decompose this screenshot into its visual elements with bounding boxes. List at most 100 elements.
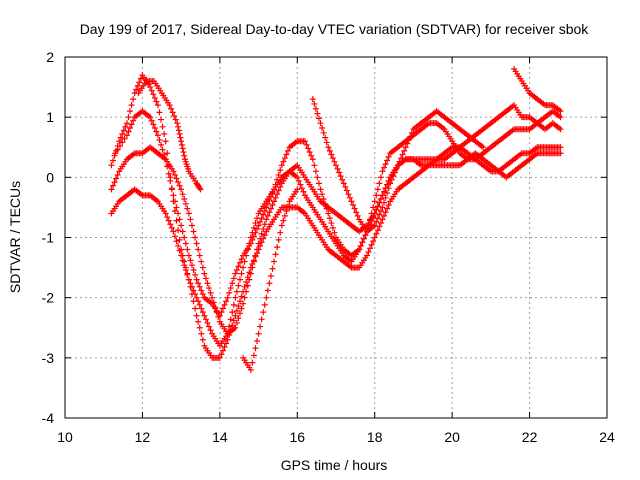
data-point bbox=[382, 161, 389, 168]
data-point bbox=[173, 204, 180, 211]
data-point bbox=[381, 188, 388, 195]
data-point bbox=[373, 192, 380, 199]
data-point bbox=[120, 127, 127, 134]
data-point bbox=[223, 298, 230, 305]
data-point bbox=[236, 298, 243, 305]
data-point bbox=[235, 263, 242, 270]
data-point bbox=[154, 102, 161, 109]
data-point bbox=[168, 105, 175, 112]
data-point bbox=[254, 250, 261, 257]
data-point bbox=[238, 305, 245, 312]
data-point bbox=[165, 217, 172, 224]
data-point bbox=[125, 114, 132, 121]
data-point bbox=[264, 287, 271, 294]
data-point bbox=[167, 221, 174, 228]
data-point bbox=[376, 211, 383, 218]
data-point bbox=[374, 203, 381, 210]
data-point bbox=[209, 294, 216, 301]
data-point bbox=[177, 134, 184, 141]
y-tick-label: 0 bbox=[46, 169, 54, 185]
data-point bbox=[182, 266, 189, 273]
data-point bbox=[269, 189, 276, 196]
data-point bbox=[284, 203, 291, 210]
data-point bbox=[174, 120, 181, 127]
data-point bbox=[206, 323, 213, 330]
data-point bbox=[122, 123, 129, 130]
data-point bbox=[368, 241, 375, 248]
data-point bbox=[175, 179, 182, 186]
data-point bbox=[331, 158, 338, 165]
data-point bbox=[195, 280, 202, 287]
y-tick-label: -4 bbox=[42, 410, 55, 426]
data-point bbox=[314, 174, 321, 181]
data-point bbox=[250, 257, 257, 264]
data-point bbox=[308, 152, 315, 159]
y-tick-label: -2 bbox=[42, 290, 55, 306]
data-point bbox=[370, 238, 377, 245]
data-point bbox=[377, 195, 384, 202]
data-point bbox=[244, 282, 251, 289]
data-point bbox=[196, 252, 203, 259]
data-point bbox=[147, 114, 154, 121]
data-point bbox=[233, 319, 240, 326]
data-point bbox=[169, 109, 176, 116]
data-point bbox=[167, 177, 174, 184]
data-point bbox=[381, 199, 388, 206]
data-point bbox=[184, 205, 191, 212]
data-point bbox=[224, 336, 231, 343]
data-point bbox=[197, 186, 204, 193]
data-point bbox=[263, 294, 270, 301]
data-point bbox=[260, 309, 267, 316]
data-point bbox=[274, 244, 281, 251]
data-point bbox=[178, 141, 185, 148]
data-point bbox=[374, 227, 381, 234]
data-point bbox=[243, 279, 250, 286]
data-point bbox=[274, 191, 281, 198]
data-point bbox=[407, 133, 414, 140]
data-point bbox=[280, 217, 287, 224]
data-point bbox=[161, 131, 168, 138]
data-point bbox=[193, 294, 200, 301]
data-point bbox=[283, 208, 290, 215]
data-point bbox=[130, 117, 137, 124]
data-point bbox=[401, 147, 408, 154]
data-point bbox=[393, 165, 400, 172]
data-point bbox=[227, 285, 234, 292]
data-point bbox=[271, 198, 278, 205]
data-point bbox=[385, 185, 392, 192]
data-point bbox=[236, 310, 243, 317]
data-point bbox=[178, 252, 185, 259]
data-point bbox=[166, 102, 173, 109]
data-point bbox=[356, 246, 363, 253]
data-point bbox=[185, 210, 192, 217]
data-point bbox=[195, 246, 202, 253]
series-track-2 bbox=[112, 108, 564, 319]
data-point bbox=[196, 301, 203, 308]
data-point bbox=[232, 294, 239, 301]
data-point bbox=[198, 258, 205, 265]
data-point bbox=[305, 145, 312, 152]
data-point bbox=[128, 121, 135, 128]
data-point bbox=[402, 144, 409, 151]
x-tick-label: 16 bbox=[289, 429, 305, 445]
data-point bbox=[226, 331, 233, 338]
series-track-7 bbox=[511, 66, 564, 115]
data-point bbox=[319, 191, 326, 198]
data-point bbox=[170, 192, 177, 199]
data-point bbox=[258, 230, 265, 237]
data-point bbox=[247, 366, 254, 373]
data-point bbox=[350, 202, 357, 209]
data-point bbox=[176, 236, 183, 243]
data-point bbox=[340, 180, 347, 187]
data-point bbox=[480, 144, 487, 151]
data-point bbox=[204, 319, 211, 326]
data-point bbox=[382, 194, 389, 201]
data-point bbox=[399, 151, 406, 158]
data-point bbox=[133, 86, 140, 93]
data-point bbox=[353, 209, 360, 216]
data-point bbox=[261, 301, 268, 308]
data-point bbox=[334, 165, 341, 172]
data-point bbox=[241, 258, 248, 265]
data-point bbox=[207, 327, 214, 334]
data-point bbox=[190, 287, 197, 294]
